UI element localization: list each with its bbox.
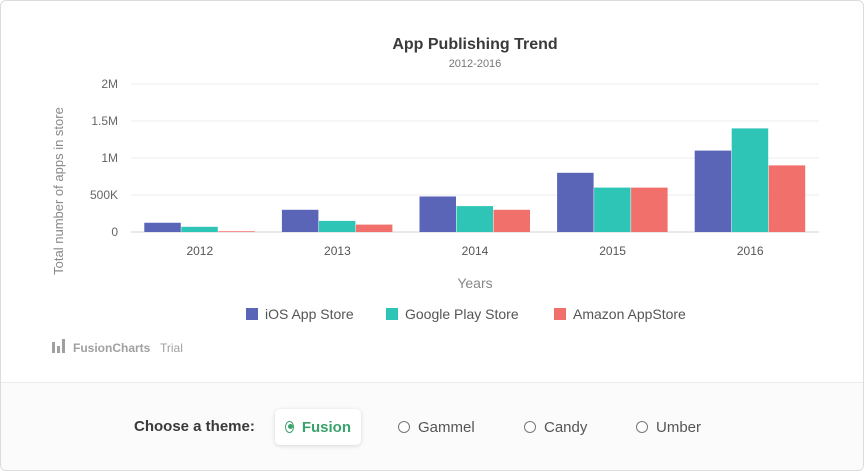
x-tick-label: 2012 xyxy=(186,244,213,258)
theme-option-candy[interactable]: Candy xyxy=(514,409,597,445)
bar[interactable] xyxy=(731,128,769,232)
bar[interactable] xyxy=(631,187,668,232)
theme-option-umber[interactable]: Umber xyxy=(626,409,711,445)
watermark: FusionCharts Trial xyxy=(52,339,183,355)
theme-label: Choose a theme: xyxy=(134,418,255,435)
legend-swatch xyxy=(386,308,398,320)
bar[interactable] xyxy=(594,187,631,232)
chart-subtitle: 2012-2016 xyxy=(449,58,502,70)
x-tick-label: 2015 xyxy=(599,244,626,258)
bar-chart: App Publishing Trend 2012-2016 0 500K 1M 1.… xyxy=(51,36,819,355)
bar[interactable] xyxy=(419,196,457,232)
x-tick-label: 2014 xyxy=(462,244,489,258)
radio-button-icon[interactable] xyxy=(636,421,648,433)
radio-button-icon[interactable] xyxy=(524,421,536,433)
y-tick-label: 2M xyxy=(101,77,118,91)
theme-option-fusion[interactable]: Fusion xyxy=(275,409,361,445)
fusioncharts-logo-icon xyxy=(52,339,65,353)
y-tick-label: 0 xyxy=(111,225,118,239)
bar[interactable] xyxy=(218,231,255,232)
x-axis-ticks: 2012 2013 2014 2015 2016 xyxy=(186,244,763,258)
legend-swatch xyxy=(246,308,258,320)
bar[interactable] xyxy=(694,150,732,232)
watermark-brand: FusionCharts xyxy=(73,341,151,355)
theme-option-gammel[interactable]: Gammel xyxy=(388,409,485,445)
bar[interactable] xyxy=(768,165,806,232)
theme-selector: Choose a theme: Fusion Gammel Candy Umbe… xyxy=(1,383,863,470)
bars xyxy=(144,128,806,232)
legend-item[interactable]: iOS App Store xyxy=(246,306,354,322)
bar[interactable] xyxy=(144,222,181,232)
bar[interactable] xyxy=(355,224,393,232)
divider xyxy=(1,382,863,383)
theme-option-label: Fusion xyxy=(301,418,351,436)
chart-title: App Publishing Trend xyxy=(392,36,557,53)
bar[interactable] xyxy=(181,226,218,232)
x-axis-label: Years xyxy=(457,275,492,291)
bar[interactable] xyxy=(456,206,494,232)
legend-item[interactable]: Google Play Store xyxy=(386,306,519,322)
y-axis-ticks: 0 500K 1M 1.5M 2M xyxy=(90,77,118,239)
legend: iOS App Store Google Play Store Amazon App… xyxy=(246,306,686,322)
bar[interactable] xyxy=(557,172,594,232)
bar[interactable] xyxy=(493,209,531,232)
x-tick-label: 2016 xyxy=(737,244,764,258)
legend-label: Amazon AppStore xyxy=(573,306,686,322)
radio-button-icon[interactable] xyxy=(285,421,294,433)
y-tick-label: 500K xyxy=(90,188,118,202)
legend-swatch xyxy=(554,308,566,320)
y-tick-label: 1M xyxy=(101,151,118,165)
theme-option-label: Candy xyxy=(544,418,588,436)
legend-item[interactable]: Amazon AppStore xyxy=(554,306,686,322)
x-tick-label: 2013 xyxy=(324,244,351,258)
legend-label: iOS App Store xyxy=(265,306,354,322)
bar[interactable] xyxy=(318,220,356,232)
theme-option-label: Umber xyxy=(656,418,702,436)
radio-button-icon[interactable] xyxy=(398,421,410,433)
theme-option-label: Gammel xyxy=(418,418,475,436)
bar[interactable] xyxy=(281,209,319,232)
y-axis-label: Total number of apps in store xyxy=(51,107,66,275)
watermark-suffix: Trial xyxy=(160,341,183,355)
chart-container: App Publishing Trend 2012-2016 0 500K 1M 1.… xyxy=(1,1,863,382)
legend-label: Google Play Store xyxy=(405,306,519,322)
y-tick-label: 1.5M xyxy=(91,114,118,128)
